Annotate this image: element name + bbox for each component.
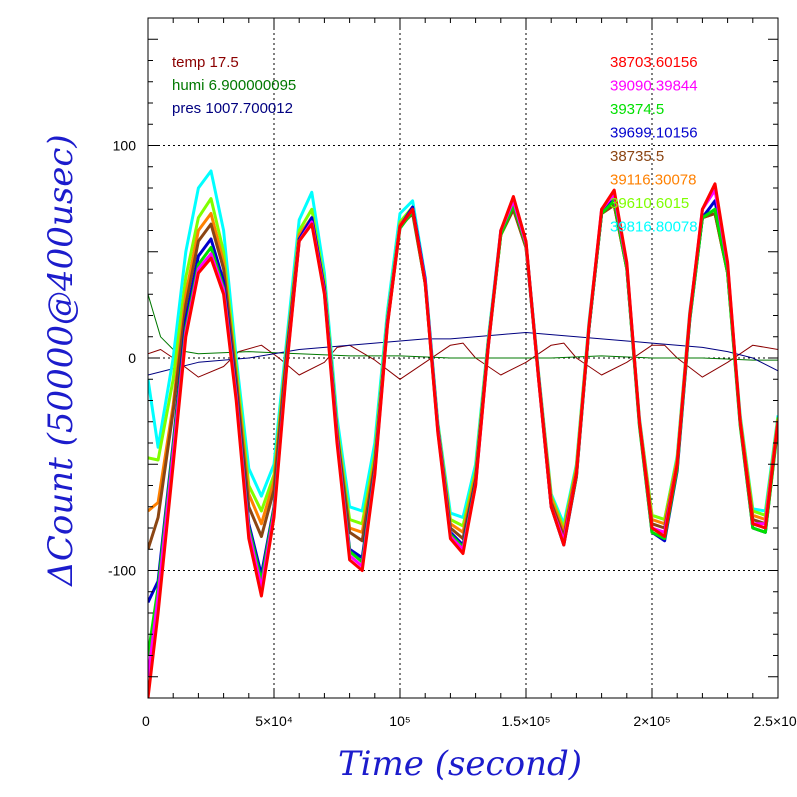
series-line-temp [148,342,778,380]
env-legend-entry: pres 1007.700012 [172,100,293,117]
x-tick-label: 5×10⁴ [255,713,293,729]
x-axis-title: Time (second) [338,744,582,784]
env-legend-entry: temp 17.5 [172,54,239,71]
y-tick-label: -100 [108,563,136,579]
series-line-humi [148,294,778,361]
series-legend-entry: 39374.5 [610,101,664,118]
series-legend-entry: 39610.6015 [610,195,689,212]
series-legend-entry: 39699.10156 [610,125,698,142]
series-legend-entry: 39116.30078 [610,172,696,189]
x-tick-label: 2.5×10⁵ [753,713,797,729]
tick-labels: 0 5×10⁴ 10⁵ 1.5×10⁵ 2×10⁵ 2.5×10⁵ 100 0 -100 [108,138,797,730]
series-line-38703-60156 [148,182,778,698]
env-legend: temp 17.5 humi 6.900000095 pres 1007.70001… [172,54,296,117]
y-axis-title: ΔCount (50000@400usec) [41,134,81,587]
axis-ticks [147,18,779,698]
series-legend: 38703.60156 39090.39844 39374.5 39699.10156… [610,54,698,236]
y-tick-label: 100 [113,138,137,154]
series-line-pres [148,332,778,376]
series-lines [148,169,778,698]
series-legend-entry: 38735.5 [610,148,664,165]
x-tick-label: 10⁵ [389,713,410,729]
x-tick-label: 0 [142,713,150,729]
x-tick-label: 2×10⁵ [633,713,670,729]
y-tick-label: 0 [128,350,136,366]
env-legend-entry: humi 6.900000095 [172,77,296,94]
x-tick-label: 1.5×10⁵ [501,713,550,729]
series-legend-entry: 38703.60156 [610,54,698,71]
series-legend-entry: 39090.39844 [610,78,698,95]
series-legend-entry: 39816.80078 [610,219,698,236]
